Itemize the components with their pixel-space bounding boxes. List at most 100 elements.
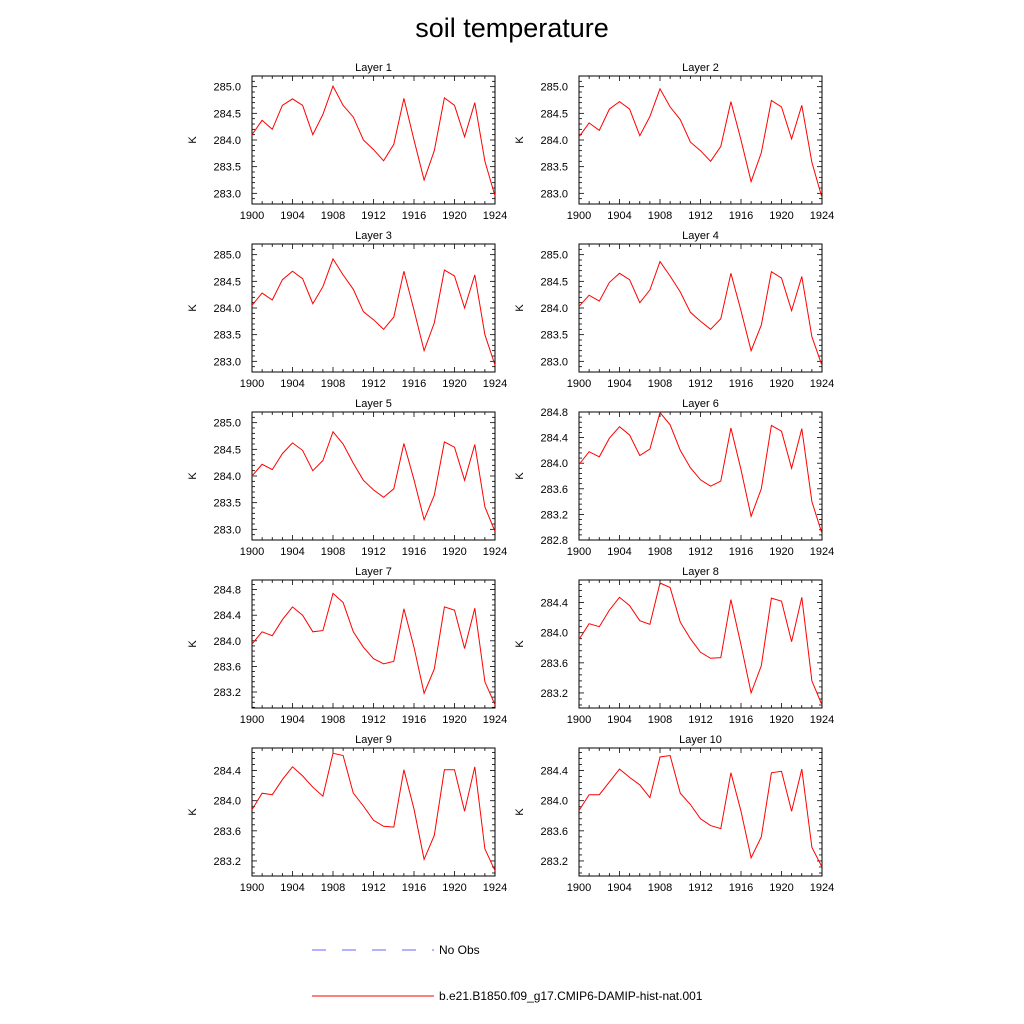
plot-frame: [251, 243, 496, 373]
panel-title: Layer 8: [682, 566, 719, 578]
x-tick-label: 1912: [361, 546, 385, 558]
y-tick-label: 283.6: [213, 826, 241, 838]
series-line: [251, 430, 496, 532]
x-tick-label: 1920: [769, 882, 793, 894]
x-tick-label: 1916: [729, 882, 753, 894]
x-tick-label: 1904: [607, 714, 631, 726]
x-tick-label: 1904: [280, 546, 304, 558]
x-tick-label: 1924: [810, 546, 834, 558]
x-tick-label: 1904: [607, 546, 631, 558]
x-tick-label: 1900: [240, 546, 264, 558]
chart-panel-7: Layer 7 K 1900 1904 1908 1912 1916 1920 1924 283.…: [187, 566, 507, 726]
y-tick-label: 283.5: [213, 162, 241, 174]
x-tick-label: 1916: [402, 714, 426, 726]
x-tick-label: 1904: [607, 210, 631, 222]
panel-title: Layer 6: [682, 398, 719, 410]
panel-title: Layer 9: [355, 734, 392, 746]
x-tick-label: 1900: [567, 210, 591, 222]
x-tick-label: 1908: [321, 882, 345, 894]
y-tick-label: 283.6: [540, 658, 568, 670]
y-tick-label: 284.4: [213, 610, 241, 622]
y-tick-label: 283.2: [213, 856, 241, 868]
y-tick-label: 282.8: [540, 535, 568, 547]
y-tick-label: 285.0: [540, 82, 568, 94]
y-tick-label: 284.8: [540, 407, 568, 419]
x-tick-label: 1912: [688, 714, 712, 726]
x-tick-label: 1900: [240, 714, 264, 726]
plot-frame: [578, 243, 823, 373]
panel-title: Layer 5: [355, 398, 392, 410]
x-tick-label: 1900: [567, 714, 591, 726]
x-tick-label: 1912: [688, 546, 712, 558]
x-tick-label: 1916: [402, 882, 426, 894]
y-axis-label: K: [187, 136, 199, 144]
legend-lines: [312, 949, 434, 997]
series-line: [578, 582, 823, 706]
y-tick-label: 283.0: [540, 188, 568, 200]
y-tick-label: 284.4: [540, 433, 568, 445]
series-line: [251, 752, 496, 871]
y-tick-label: 284.4: [540, 598, 568, 610]
y-tick-label: 284.5: [540, 276, 568, 288]
y-tick-label: 283.2: [540, 509, 568, 521]
y-tick-label: 284.5: [213, 444, 241, 456]
legend-label-no-obs: No Obs: [439, 943, 480, 957]
x-tick-label: 1920: [442, 378, 466, 390]
x-tick-label: 1908: [321, 546, 345, 558]
x-tick-label: 1912: [361, 378, 385, 390]
y-tick-label: 283.2: [540, 688, 568, 700]
y-tick-label: 284.5: [540, 108, 568, 120]
y-tick-label: 283.5: [540, 162, 568, 174]
chart-panel-4: Layer 4 K 1900 1904 1908 1912 1916 1920 1924 283.…: [514, 230, 834, 390]
x-tick-label: 1904: [280, 378, 304, 390]
x-tick-label: 1908: [648, 714, 672, 726]
x-tick-label: 1904: [607, 378, 631, 390]
series-line: [251, 84, 496, 197]
x-tick-label: 1912: [688, 882, 712, 894]
y-tick-label: 283.5: [540, 330, 568, 342]
y-tick-label: 284.0: [540, 303, 568, 315]
y-tick-label: 285.0: [213, 250, 241, 262]
y-axis-label: K: [187, 640, 199, 648]
x-tick-label: 1904: [280, 882, 304, 894]
y-tick-label: 284.0: [540, 796, 568, 808]
y-tick-label: 283.2: [213, 687, 241, 699]
x-tick-label: 1924: [810, 378, 834, 390]
y-tick-label: 283.0: [213, 356, 241, 368]
x-tick-label: 1908: [648, 546, 672, 558]
y-tick-label: 283.5: [213, 330, 241, 342]
series-line: [578, 754, 823, 868]
y-tick-label: 284.0: [213, 303, 241, 315]
panel-title: Layer 4: [682, 230, 719, 242]
x-tick-label: 1924: [810, 210, 834, 222]
chart-panel-2: Layer 2 K 1900 1904 1908 1912 1916 1920 1924 283.…: [514, 62, 834, 222]
y-tick-label: 284.0: [540, 458, 568, 470]
series-line: [578, 87, 823, 198]
x-tick-label: 1912: [361, 714, 385, 726]
y-axis-label: K: [514, 304, 526, 312]
y-axis-label: K: [187, 472, 199, 480]
y-tick-label: 285.0: [540, 250, 568, 262]
x-tick-label: 1916: [402, 378, 426, 390]
x-tick-label: 1912: [688, 210, 712, 222]
x-tick-label: 1908: [648, 378, 672, 390]
x-tick-label: 1920: [769, 210, 793, 222]
series-line: [578, 260, 823, 366]
plot-frame: [578, 579, 823, 709]
x-tick-label: 1904: [280, 210, 304, 222]
x-tick-label: 1916: [402, 210, 426, 222]
x-tick-label: 1920: [442, 546, 466, 558]
y-axis-label: K: [187, 808, 199, 816]
y-tick-label: 284.0: [213, 471, 241, 483]
x-tick-label: 1912: [688, 378, 712, 390]
series-line: [251, 257, 496, 366]
x-tick-label: 1924: [810, 714, 834, 726]
panel-title: Layer 10: [679, 734, 722, 746]
x-tick-label: 1900: [567, 882, 591, 894]
chart-panel-3: Layer 3 K 1900 1904 1908 1912 1916 1920 1924 283.…: [187, 230, 507, 390]
x-tick-label: 1908: [648, 882, 672, 894]
y-tick-label: 284.5: [213, 276, 241, 288]
x-tick-label: 1924: [483, 210, 507, 222]
y-tick-label: 284.0: [213, 796, 241, 808]
x-tick-label: 1900: [567, 378, 591, 390]
